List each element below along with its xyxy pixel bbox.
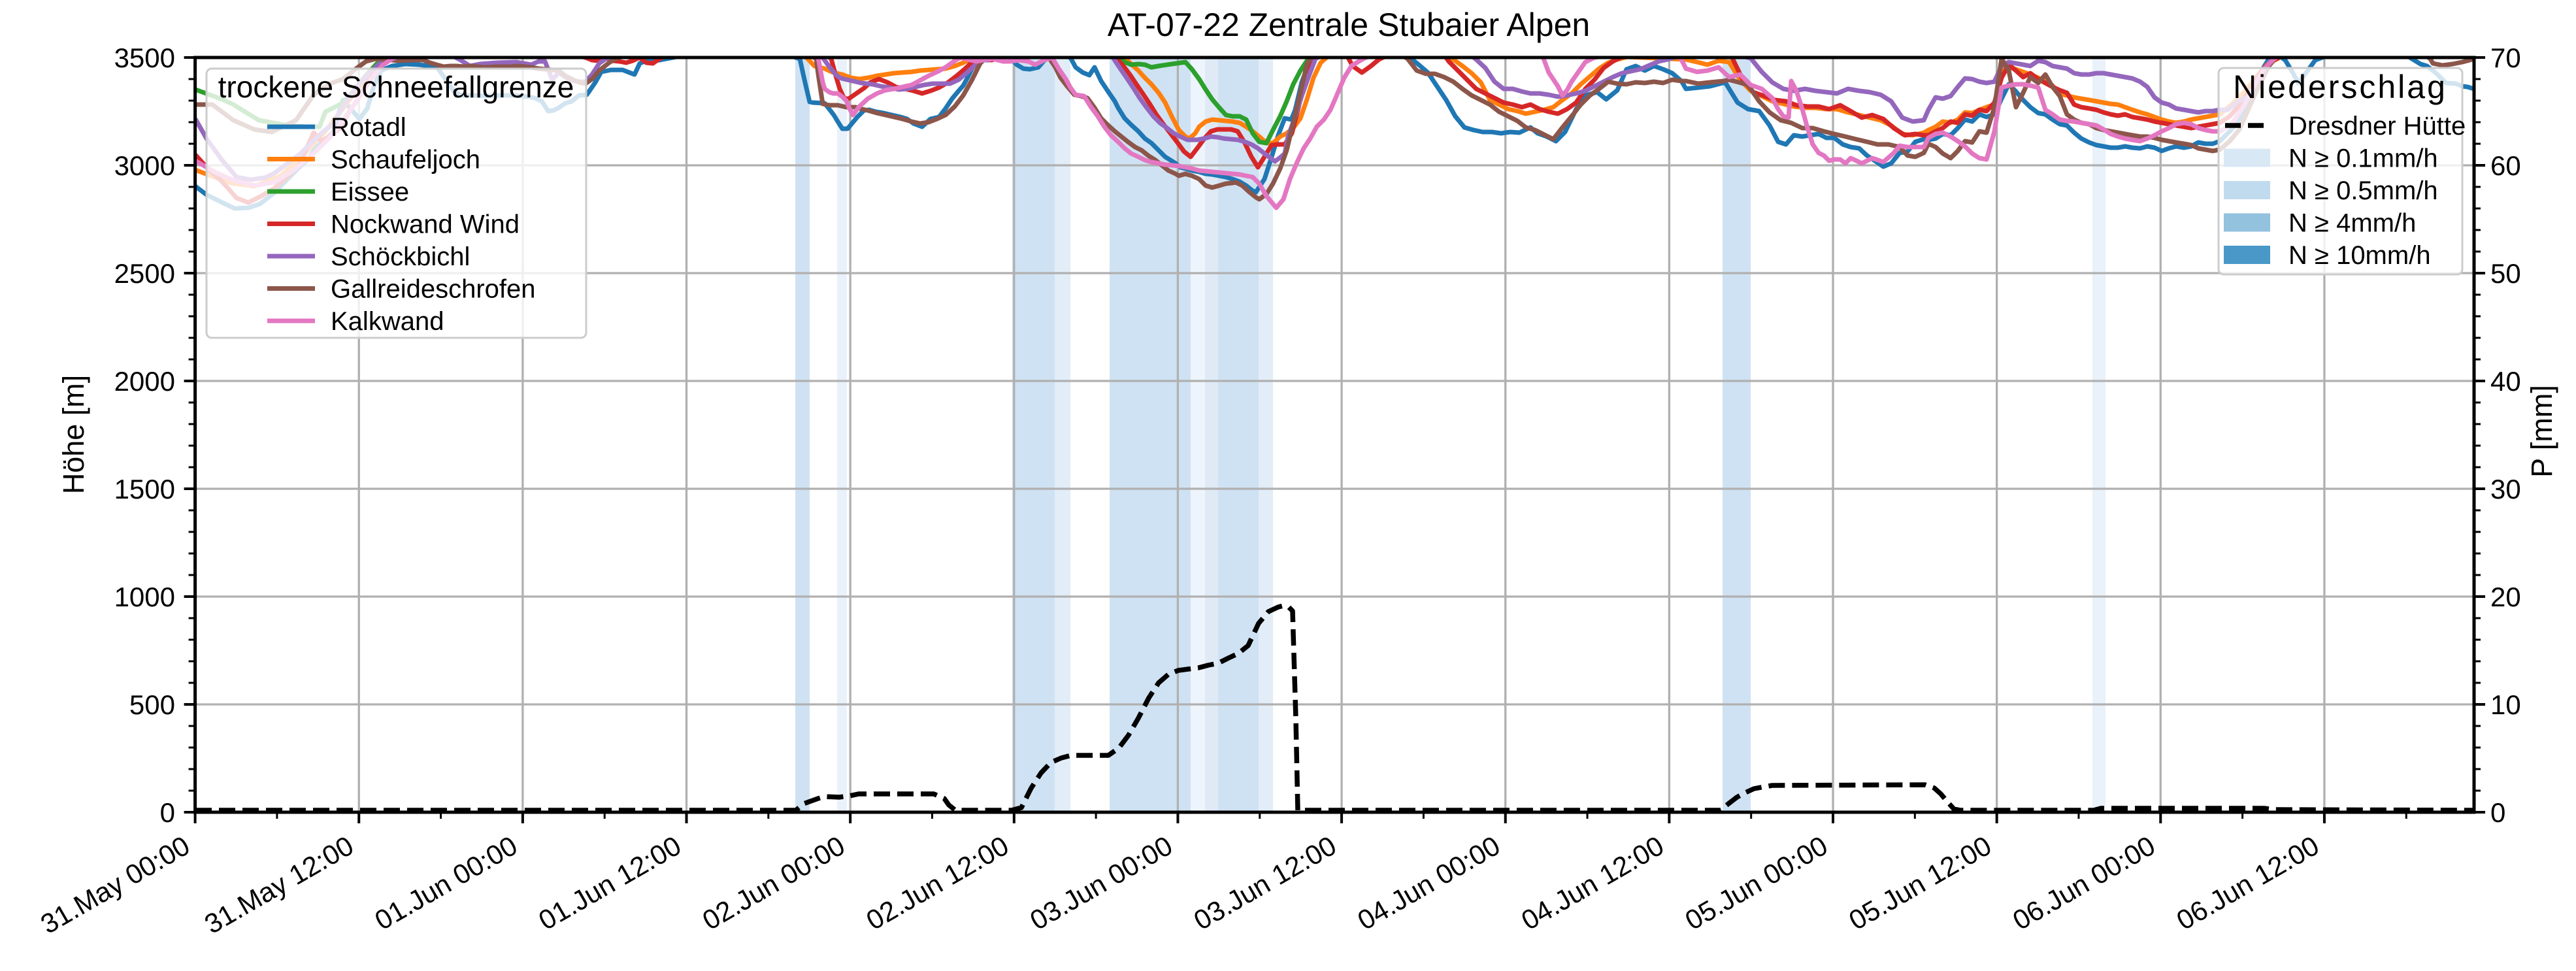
svg-text:Nockwand Wind: Nockwand Wind — [331, 210, 520, 239]
svg-text:1000: 1000 — [114, 582, 175, 612]
svg-text:Schöckbichl: Schöckbichl — [331, 242, 470, 271]
svg-text:30: 30 — [2490, 474, 2521, 504]
svg-text:N ≥ 0.1mm/h: N ≥ 0.1mm/h — [2288, 144, 2438, 173]
svg-text:Kalkwand: Kalkwand — [331, 307, 444, 336]
svg-text:N ≥ 10mm/h: N ≥ 10mm/h — [2288, 241, 2431, 270]
svg-text:500: 500 — [129, 689, 175, 720]
svg-text:1500: 1500 — [114, 474, 175, 504]
svg-text:AT-07-22 Zentrale Stubaier Alp: AT-07-22 Zentrale Stubaier Alpen — [1108, 7, 1590, 43]
svg-text:Höhe [m]: Höhe [m] — [57, 375, 90, 495]
svg-text:N ≥ 4mm/h: N ≥ 4mm/h — [2288, 209, 2416, 238]
svg-text:Niederschlag: Niederschlag — [2233, 69, 2447, 105]
svg-text:Dresdner Hütte: Dresdner Hütte — [2288, 112, 2466, 140]
svg-text:10: 10 — [2490, 689, 2521, 720]
svg-text:2500: 2500 — [114, 258, 175, 289]
svg-text:0: 0 — [2490, 797, 2505, 828]
svg-text:20: 20 — [2490, 582, 2521, 612]
svg-text:N ≥ 0.5mm/h: N ≥ 0.5mm/h — [2288, 176, 2438, 205]
svg-text:Schaufeljoch: Schaufeljoch — [331, 146, 480, 174]
svg-text:2000: 2000 — [114, 366, 175, 397]
svg-text:P [mm]: P [mm] — [2525, 385, 2558, 478]
svg-text:3500: 3500 — [114, 42, 175, 73]
svg-text:3000: 3000 — [114, 150, 175, 181]
svg-text:trockene Schneefallgrenze: trockene Schneefallgrenze — [218, 70, 574, 104]
svg-text:Eissee: Eissee — [331, 178, 409, 206]
svg-text:50: 50 — [2490, 258, 2521, 289]
svg-text:60: 60 — [2490, 150, 2521, 181]
svg-text:Gallreideschrofen: Gallreideschrofen — [331, 275, 536, 304]
svg-text:40: 40 — [2490, 366, 2521, 397]
svg-text:0: 0 — [160, 797, 175, 828]
svg-text:70: 70 — [2490, 42, 2521, 73]
svg-text:Rotadl: Rotadl — [331, 113, 406, 142]
